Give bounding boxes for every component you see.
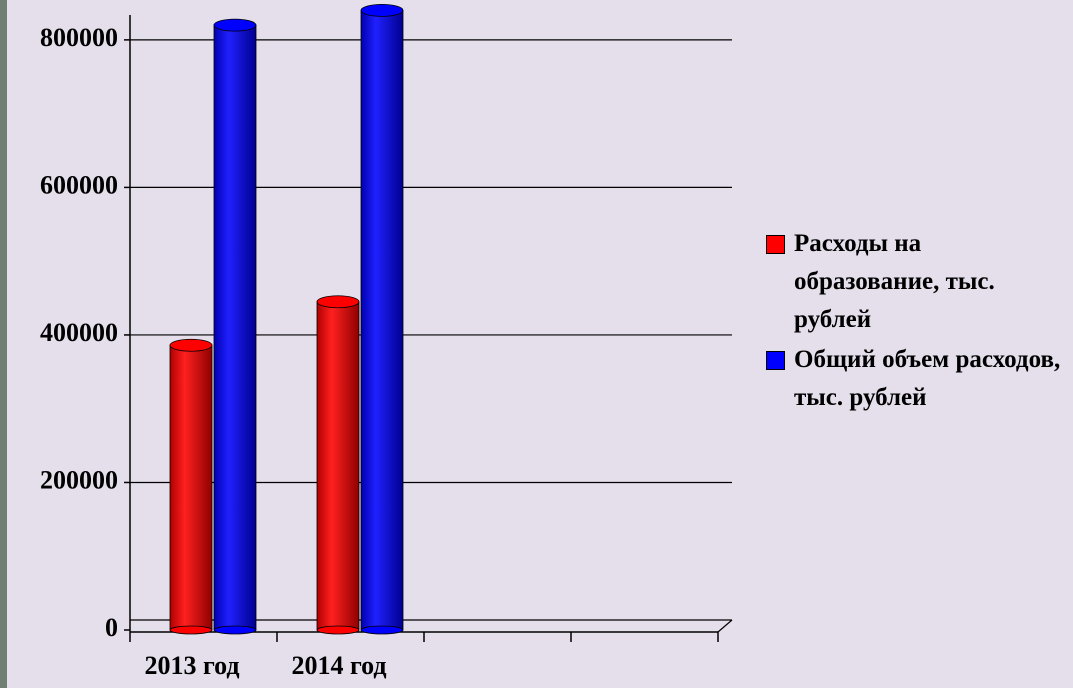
y-tick-label: 800000 — [40, 23, 118, 52]
legend: Расходы на образование, тыс. рублей Общий… — [766, 225, 1066, 419]
bar — [169, 338, 213, 635]
legend-swatch — [766, 235, 785, 254]
legend-item: Общий объем расходов, тыс. рублей — [766, 341, 1066, 417]
side-strip — [0, 0, 7, 688]
legend-item: Расходы на образование, тыс. рублей — [766, 225, 1066, 339]
y-tick-label: 600000 — [40, 170, 118, 199]
bar — [360, 3, 404, 635]
y-tick-label: 0 — [105, 613, 118, 642]
bar — [316, 295, 360, 635]
legend-label: Общий объем расходов, тыс. рублей — [794, 346, 1061, 411]
y-tick-label: 400000 — [40, 318, 118, 347]
x-tick-label: 2013 год — [144, 651, 239, 680]
floor-edge — [717, 619, 733, 633]
legend-label: Расходы на образование, тыс. рублей — [794, 230, 995, 333]
y-tick-label: 200000 — [40, 465, 118, 494]
legend-swatch — [766, 351, 785, 370]
x-tick-label: 2014 год — [291, 651, 386, 680]
bar — [213, 18, 257, 635]
